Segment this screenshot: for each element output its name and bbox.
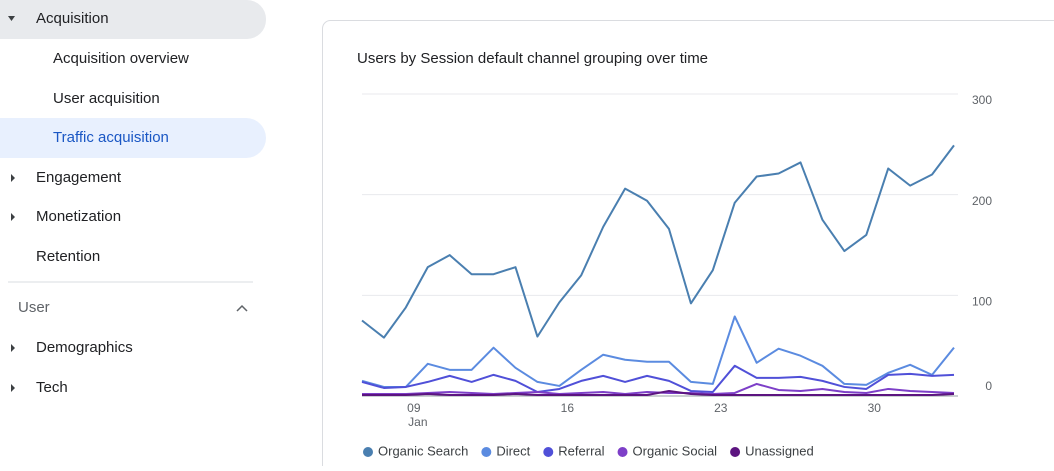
legend-dot <box>730 447 740 457</box>
nav-item[interactable]: User acquisition <box>53 90 160 107</box>
nav-item[interactable]: Acquisition overview <box>53 50 189 67</box>
legend-dot <box>481 447 491 457</box>
x-month-label: Jan <box>408 415 427 429</box>
y-tick-label: 0 <box>985 379 992 393</box>
legend-dot <box>363 447 373 457</box>
nav-section[interactable]: User <box>18 299 50 316</box>
caret-right <box>11 384 15 392</box>
caret-right <box>11 174 15 182</box>
card <box>323 21 1054 467</box>
chart-title: Users by Session default channel groupin… <box>357 50 708 67</box>
legend-label[interactable]: Organic Search <box>378 443 468 458</box>
sidebar: Acquisition Acquisition overview User ac… <box>0 0 266 396</box>
legend-label[interactable]: Referral <box>558 443 604 458</box>
nav-item[interactable]: Demographics <box>36 339 133 356</box>
x-tick-label: 30 <box>868 401 882 415</box>
x-tick-label: 09 <box>407 401 421 415</box>
x-tick-label: 23 <box>714 401 728 415</box>
y-tick-label: 300 <box>972 93 992 107</box>
chevron-up[interactable] <box>237 306 247 311</box>
legend-label[interactable]: Organic Social <box>633 443 718 458</box>
legend-label[interactable]: Unassigned <box>745 443 814 458</box>
legend-dot <box>543 447 553 457</box>
y-tick-label: 200 <box>972 194 992 208</box>
nav-item[interactable]: Tech <box>36 379 68 396</box>
legend-dot <box>618 447 628 457</box>
caret-right <box>11 213 15 221</box>
nav-item[interactable]: Retention <box>36 248 100 265</box>
x-tick-label: 16 <box>561 401 575 415</box>
caret-right <box>11 344 15 352</box>
nav-item[interactable]: Monetization <box>36 208 121 225</box>
nav-item[interactable]: Traffic acquisition <box>53 129 169 146</box>
y-tick-label: 100 <box>972 295 992 309</box>
legend-label[interactable]: Direct <box>496 443 530 458</box>
nav-item[interactable]: Acquisition <box>36 10 109 27</box>
nav-item[interactable]: Engagement <box>36 169 122 186</box>
